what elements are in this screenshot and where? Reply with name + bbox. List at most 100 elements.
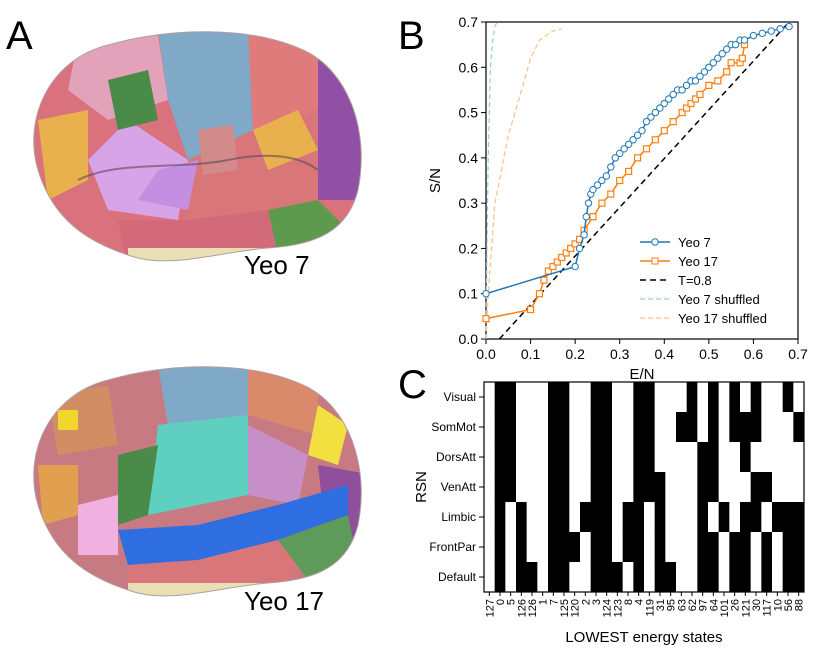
- heatmap-cell: [590, 502, 602, 533]
- heatmap-cell: [580, 532, 591, 563]
- heatmap-cell: [750, 502, 762, 533]
- column-label: 88: [794, 599, 806, 611]
- yeo17-point: [571, 240, 579, 248]
- heatmap-cell: [494, 532, 506, 563]
- yeo17-point: [691, 95, 700, 103]
- heatmap-cell: [676, 412, 687, 443]
- heatmap-cell: [654, 532, 666, 563]
- heatmap-cell: [494, 412, 506, 443]
- brain-yeo17-illustration: [33, 366, 362, 597]
- yeo17-point: [625, 167, 633, 176]
- heatmap-cell: [548, 412, 559, 443]
- heatmap-cell: [644, 562, 655, 593]
- yeo17-point: [738, 54, 746, 62]
- x-tick-label: 0.3: [610, 346, 630, 362]
- heatmap-cell: [612, 382, 623, 413]
- heatmap-cell: [484, 502, 495, 533]
- heatmap-cell: [740, 412, 751, 443]
- yeo7-point: [620, 145, 628, 153]
- yeo7-point: [616, 149, 624, 158]
- heatmap-cell: [750, 412, 762, 443]
- heatmap-cell: [580, 382, 591, 413]
- heatmap-cell: [569, 382, 581, 413]
- yeo7-point: [598, 176, 606, 185]
- yeo7-point: [678, 86, 686, 94]
- yeo7-point: [696, 72, 704, 81]
- heatmap-cell: [761, 412, 773, 443]
- yeo7-point: [582, 213, 590, 221]
- column-label: 117: [762, 599, 774, 617]
- chart-c-rsn-heatmap: Visual SomMot DorsAtt VenAtt Limbic FrontPar D…: [413, 381, 806, 646]
- heatmap-cell: [590, 472, 602, 503]
- heatmap-cell: [654, 562, 666, 593]
- yeo7-point: [607, 163, 615, 171]
- y-tick-label: 0.0: [459, 331, 479, 347]
- column-label: 127: [484, 599, 496, 617]
- heatmap-cell: [505, 472, 517, 503]
- heatmap-cell: [601, 442, 613, 473]
- heatmap-cell: [516, 442, 527, 473]
- heatmap-cell: [601, 412, 613, 443]
- yeo7-point: [580, 231, 588, 239]
- heatmap-cell: [558, 442, 570, 473]
- heatmap-cell: [782, 442, 794, 473]
- heatmap-cell: [772, 382, 783, 413]
- heatmap-cell: [676, 532, 687, 563]
- column-label: 62: [687, 599, 699, 611]
- heatmap-cell: [686, 562, 698, 593]
- y-tick-label: 0.1: [459, 286, 479, 302]
- yeo17-point: [616, 176, 624, 185]
- heatmap-cell: [676, 442, 687, 473]
- heatmap-cell: [644, 502, 655, 533]
- heatmap-cell: [516, 532, 527, 563]
- heatmap-cell: [580, 412, 591, 443]
- heatmap-cell: [729, 532, 741, 563]
- legend-label: Yeo 17: [678, 254, 718, 269]
- heatmap-cell: [665, 502, 677, 533]
- heatmap-cell: [665, 382, 677, 413]
- heatmap-cell: [644, 472, 655, 503]
- heatmap-cell: [782, 532, 794, 563]
- heatmap-cell: [782, 412, 794, 443]
- legend-label: Yeo 7 shuffled: [678, 292, 760, 307]
- row-label: Limbic: [441, 510, 476, 524]
- heatmap-cell: [612, 472, 623, 503]
- heatmap-cell: [601, 382, 613, 413]
- heatmap-cell: [633, 442, 645, 473]
- heatmap-cell: [537, 382, 549, 413]
- heatmap-cell: [708, 562, 719, 593]
- column-label: 1: [538, 599, 550, 605]
- heatmap-cell: [718, 502, 730, 533]
- heatmap-cell: [686, 532, 698, 563]
- x-tick-label: 0.5: [699, 346, 719, 362]
- heatmap-cell: [793, 442, 805, 473]
- row-label: SomMot: [431, 420, 476, 434]
- heatmap-cell: [676, 562, 687, 593]
- heatmap-cell: [590, 562, 602, 593]
- heatmap-cell: [580, 502, 591, 533]
- yeo7-point: [718, 50, 726, 58]
- row-label: Default: [438, 570, 477, 584]
- heatmap-cell: [590, 412, 602, 443]
- heatmap-cell: [548, 472, 559, 503]
- yeo7-point: [705, 63, 713, 71]
- yeo17-point: [682, 104, 691, 112]
- yeo7-point: [691, 77, 700, 85]
- column-label: 0: [495, 599, 507, 605]
- yeo7-point: [611, 154, 619, 162]
- heatmap-cell: [505, 382, 517, 413]
- heatmap-cell: [601, 562, 613, 593]
- heatmap-cell: [601, 502, 613, 533]
- y-axis-label: S/N: [427, 168, 444, 193]
- heatmap-cell: [772, 412, 783, 443]
- column-label: 126: [527, 599, 539, 617]
- yeo7-point: [682, 81, 691, 90]
- heatmap-cell: [537, 412, 549, 443]
- heatmap-cell: [718, 412, 730, 443]
- brain-yeo7-illustration: [33, 31, 362, 262]
- heatmap-cell: [793, 412, 805, 443]
- heatmap-cell: [612, 442, 623, 473]
- yeo17-point: [727, 59, 735, 67]
- heatmap-cell: [505, 532, 517, 563]
- yeo7-point: [700, 68, 709, 76]
